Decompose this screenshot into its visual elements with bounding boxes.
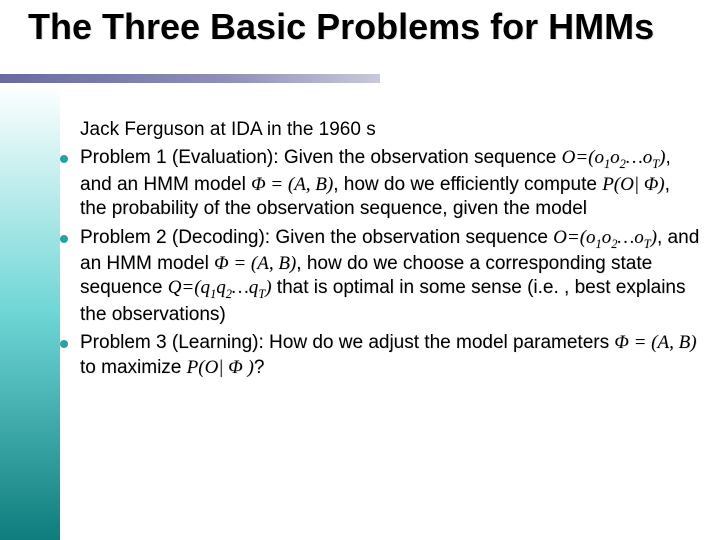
bullet-list: Problem 1 (Evaluation): Given the observ…	[60, 146, 700, 380]
seq: …o	[626, 147, 652, 168]
text: Given the observation sequence	[275, 227, 553, 248]
seq: …o	[617, 227, 643, 248]
text: , how do we efficiently compute	[333, 174, 602, 195]
sub: T	[644, 236, 651, 250]
slide-body: Jack Ferguson at IDA in the 1960 s Probl…	[60, 118, 700, 384]
math-model: Φ = (A, B)	[251, 174, 333, 195]
intro-line: Jack Ferguson at IDA in the 1960 s	[80, 118, 700, 142]
seq: …q	[232, 277, 258, 298]
bullet-problem-1: Problem 1 (Evaluation): Given the observ…	[60, 146, 700, 221]
text: to maximize	[80, 357, 187, 378]
math-q: Q=(q1q2…qT)	[168, 277, 272, 298]
seq: q	[216, 277, 226, 298]
sidebar-gradient	[0, 84, 60, 540]
seq: Q=(q	[168, 277, 210, 298]
seq: o	[602, 227, 612, 248]
math-model: Φ = (A, B)	[614, 332, 696, 353]
math-seq: O=(o1o2…oT)	[553, 227, 657, 248]
bullet-problem-2: Problem 2 (Decoding): Given the observat…	[60, 226, 700, 328]
math-prob: P(O| Φ)	[602, 174, 664, 195]
seq: o	[610, 147, 620, 168]
text: ?	[254, 357, 265, 378]
math-prob: P(O| Φ )	[187, 357, 254, 378]
text: How do we adjust the model parameters	[269, 332, 614, 353]
math-model: Φ = (A, B)	[214, 253, 296, 274]
seq: O=(o	[553, 227, 595, 248]
title-area: The Three Basic Problems for HMMs	[0, 0, 720, 47]
title-underline	[0, 74, 380, 83]
text: Given the observation sequence	[284, 147, 562, 168]
bullet-label: Problem 3 (Learning):	[80, 332, 269, 353]
math-seq: O=(o1o2…oT)	[562, 147, 666, 168]
slide-title: The Three Basic Problems for HMMs	[28, 6, 700, 47]
bullet-label: Problem 1 (Evaluation):	[80, 147, 284, 168]
seq: O=(o	[562, 147, 604, 168]
bullet-label: Problem 2 (Decoding):	[80, 227, 275, 248]
bullet-problem-3: Problem 3 (Learning): How do we adjust t…	[60, 331, 700, 380]
